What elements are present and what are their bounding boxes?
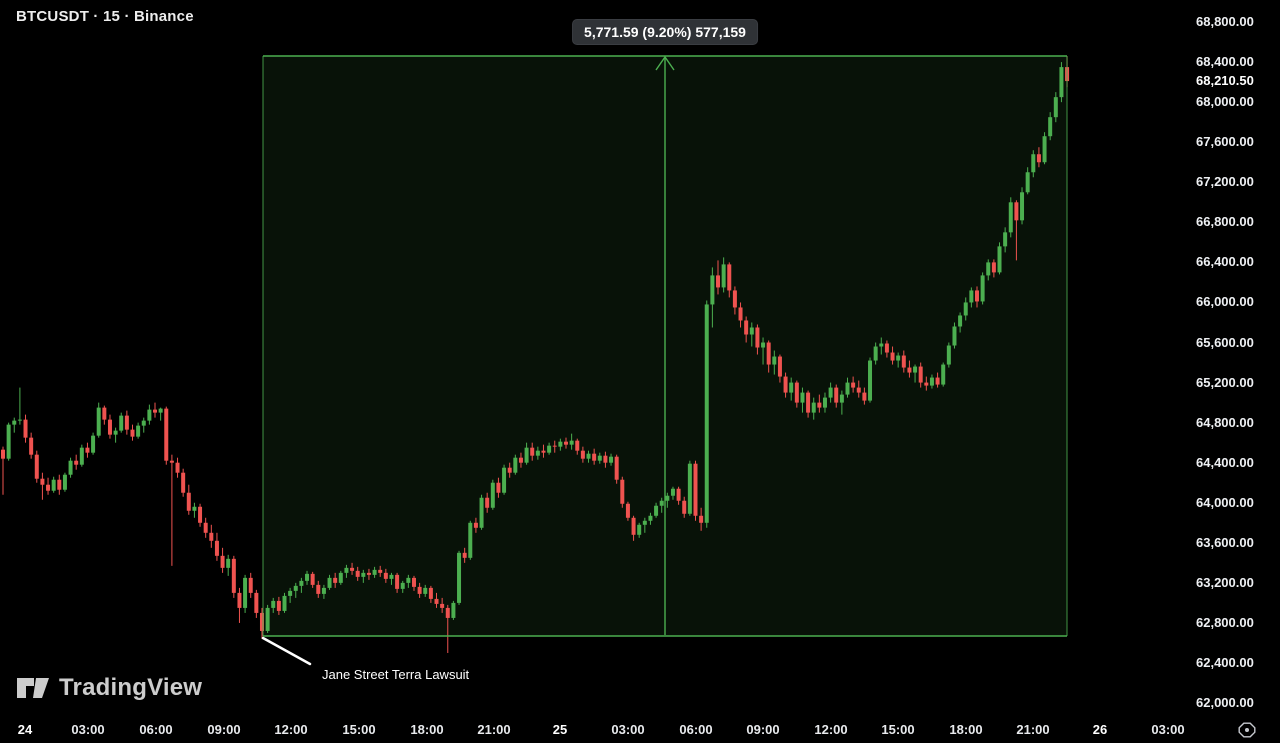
price-tick: 67,200.00	[1196, 174, 1254, 190]
time-tick: 03:00	[611, 722, 645, 737]
octagon-dot-icon	[1238, 722, 1256, 738]
time-tick-day: 24	[17, 722, 33, 737]
annotation-text-jane-street[interactable]: Jane Street Terra Lawsuit	[322, 667, 470, 682]
tradingview-logo-text: TradingView	[59, 674, 203, 701]
chart-canvas[interactable]	[0, 0, 1280, 716]
price-tick: 65,600.00	[1196, 334, 1254, 350]
price-tick: 68,400.00	[1196, 54, 1254, 70]
price-tick: 63,600.00	[1196, 534, 1254, 550]
time-tick: 21:00	[1016, 722, 1050, 737]
time-tick: 03:00	[71, 722, 105, 737]
tradingview-logo-icon	[17, 678, 49, 698]
annotation-pointer-line[interactable]	[261, 636, 312, 666]
time-tick: 06:00	[139, 722, 173, 737]
price-tick: 64,400.00	[1196, 454, 1254, 470]
tradingview-logo[interactable]: TradingView	[16, 674, 202, 702]
time-tick: 03:00	[1151, 722, 1185, 737]
price-tick: 68,800.00	[1196, 14, 1254, 30]
arrow-up-icon	[655, 55, 675, 71]
price-tick: 66,400.00	[1196, 254, 1254, 270]
time-tick: 18:00	[949, 722, 983, 737]
symbol-title[interactable]: BTCUSDT · 15 · Binance	[16, 8, 194, 25]
price-tick: 68,000.00	[1196, 94, 1254, 110]
price-tick: 66,000.00	[1196, 294, 1254, 310]
time-tick-day: 25	[552, 722, 568, 737]
price-tick: 62,000.00	[1196, 695, 1254, 711]
time-tick: 12:00	[274, 722, 308, 737]
price-tick: 63,200.00	[1196, 574, 1254, 590]
price-tick: 67,600.00	[1196, 134, 1254, 150]
range-measurement-label[interactable]: 5,771.59 (9.20%) 577,159	[572, 19, 758, 45]
time-tick-day: 26	[1092, 722, 1108, 737]
price-tick: 64,800.00	[1196, 414, 1254, 430]
time-tick: 09:00	[207, 722, 241, 737]
time-axis[interactable]: 24 03:00 06:00 09:00 12:00 15:00 18:00 21:00 25 0…	[0, 716, 1280, 743]
price-tick: 64,000.00	[1196, 494, 1254, 510]
time-tick: 09:00	[746, 722, 780, 737]
time-tick: 21:00	[477, 722, 511, 737]
price-tick: 66,800.00	[1196, 214, 1254, 230]
price-tick: 65,200.00	[1196, 374, 1254, 390]
price-tick: 62,800.00	[1196, 614, 1254, 630]
time-tick: 15:00	[881, 722, 915, 737]
time-tick: 18:00	[410, 722, 444, 737]
price-axis[interactable]: 68,800.00 68,400.00 68,210.50 68,000.00 67,6…	[1194, 0, 1280, 716]
time-tick: 12:00	[814, 722, 848, 737]
price-range-drawing[interactable]	[262, 55, 1068, 637]
price-tick: 62,400.00	[1196, 654, 1254, 670]
time-tick: 15:00	[342, 722, 376, 737]
candles-series	[1, 56, 1070, 653]
axis-settings-icon[interactable]	[1234, 719, 1260, 741]
time-tick: 06:00	[679, 722, 713, 737]
last-price-label: 68,210.50	[1196, 73, 1254, 89]
